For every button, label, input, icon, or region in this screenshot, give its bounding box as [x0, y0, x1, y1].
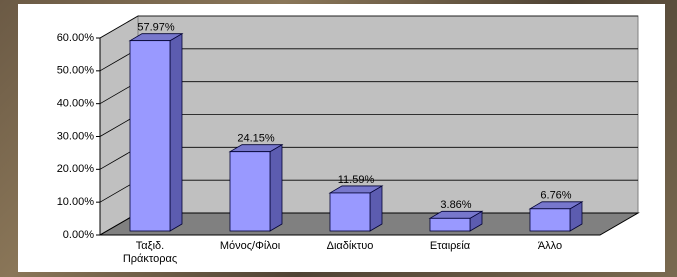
x-tick-label: Μόνος/Φίλοι [208, 240, 292, 253]
y-tick-label: 0.00% [63, 229, 94, 241]
value-label: 57.97% [137, 22, 175, 34]
bar-side [270, 145, 282, 231]
bar-side [370, 186, 382, 231]
y-tick-label: 40.00% [57, 98, 95, 110]
value-label: 24.15% [237, 133, 275, 145]
x-tick-label: Εταιρεία [408, 240, 492, 253]
y-tick-label: 30.00% [57, 130, 95, 142]
x-tick-label: Άλλο [508, 240, 592, 253]
value-label: 3.86% [440, 199, 471, 211]
y-tick-label: 60.00% [57, 32, 95, 44]
bar [430, 218, 470, 231]
bar-side [170, 34, 182, 231]
chart-panel: 0.00% 10.00% 20.00% 30.00% 40.00% 50.00% 60.00… [18, 4, 665, 272]
bar [230, 152, 270, 231]
value-label: 11.59% [338, 174, 375, 186]
value-label: 6.76% [540, 190, 571, 202]
y-tick-label: 20.00% [57, 163, 95, 175]
y-tick-label: 50.00% [57, 65, 95, 77]
chart: 0.00% 10.00% 20.00% 30.00% 40.00% 50.00% 60.00… [18, 4, 665, 272]
bar [330, 193, 370, 231]
page: 0.00% 10.00% 20.00% 30.00% 40.00% 50.00% 60.00… [0, 0, 677, 277]
bar [130, 41, 170, 231]
x-tick-label: Διαδίκτυο [308, 240, 392, 253]
x-tick-label: Ταξιδ. Πράκτορας [108, 240, 192, 266]
y-tick-label: 10.00% [57, 196, 95, 208]
bar [530, 209, 570, 231]
